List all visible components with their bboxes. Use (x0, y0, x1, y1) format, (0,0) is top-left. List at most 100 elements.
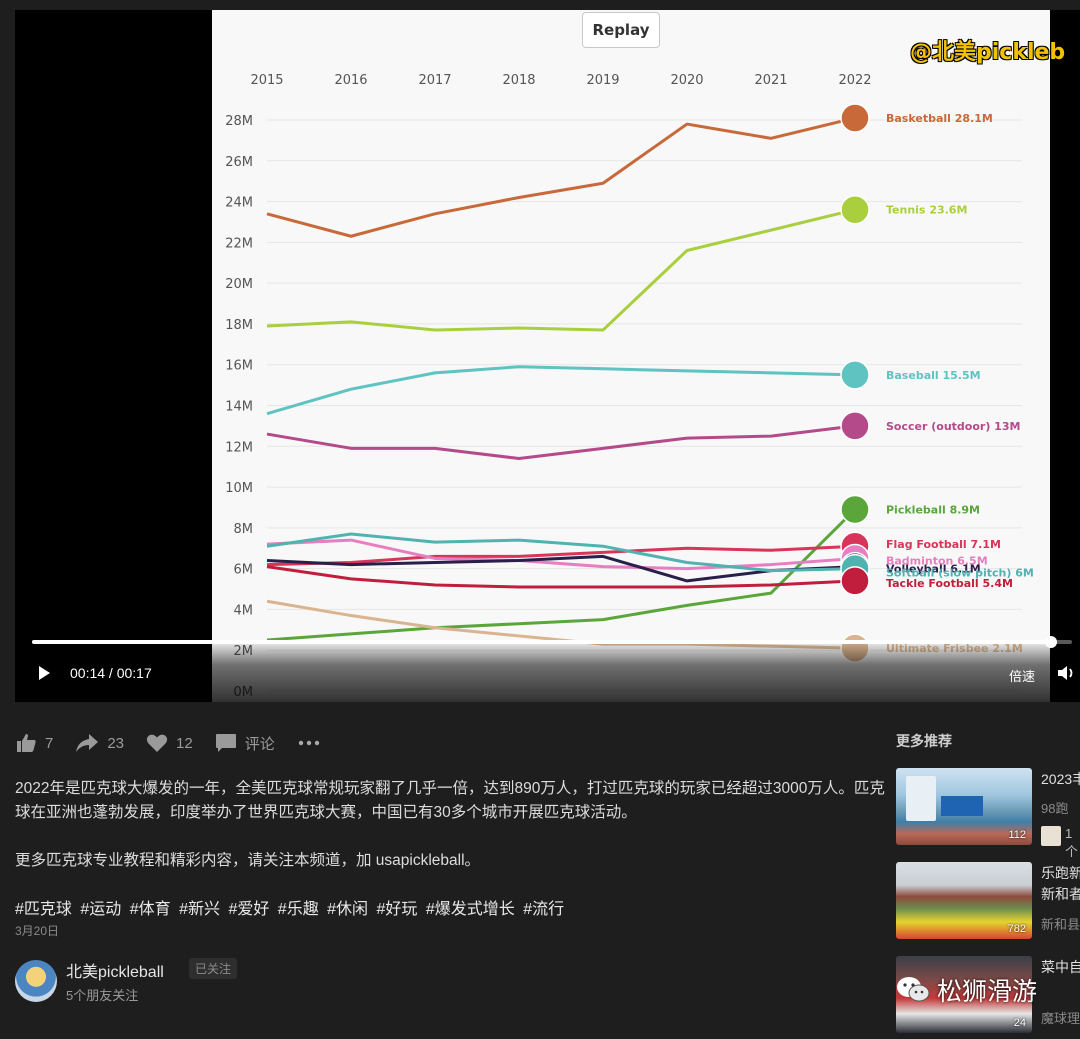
x-tick-label: 2019 (586, 73, 619, 88)
end-marker (840, 103, 870, 133)
recommendation-subtitle: 新和县 (1041, 917, 1080, 932)
recommendation-likes: 782 (1007, 923, 1026, 935)
replay-button[interactable]: Replay (582, 12, 660, 48)
hashtag[interactable]: #新兴 (179, 901, 220, 918)
post-description: 2022年是匹克球大爆发的一年，全美匹克球常规玩家翻了几乎一倍，达到890万人，… (15, 777, 885, 897)
series-end-label: Tennis 23.6M (886, 204, 967, 217)
recommendation-title: 菜中自 (1041, 959, 1080, 975)
x-tick-label: 2015 (250, 73, 283, 88)
series-end-label: Flag Football 7.1M (886, 538, 1001, 551)
more-icon (298, 740, 319, 746)
watermark-text: 松狮滑游 (937, 977, 1038, 1006)
watermark-handle: @北美pickleb (910, 40, 1066, 65)
like-button[interactable]: 7 (15, 733, 53, 753)
y-tick-label: 10M (225, 481, 253, 496)
time-display: 00:14 / 00:17 (70, 665, 152, 681)
video-player[interactable]: 0M2M4M6M8M10M12M14M16M18M20M22M24M26M28M… (15, 10, 1080, 702)
series-line (266, 554, 856, 583)
y-tick-label: 8M (234, 522, 254, 537)
series-line (266, 544, 856, 567)
description-paragraph: 更多匹克球专业教程和精彩内容，请关注本频道，加 usapickleball。 (15, 852, 481, 869)
author-name[interactable]: 北美pickleball (66, 964, 164, 981)
hashtag[interactable]: #运动 (80, 901, 122, 918)
series-end-label: Badminton 6.5M (886, 554, 988, 567)
author-avatar[interactable] (15, 960, 57, 1002)
x-tick-label: 2018 (502, 73, 535, 88)
series-line (266, 508, 857, 642)
recommendation-thumbnail[interactable]: 782 (896, 862, 1032, 939)
y-tick-label: 28M (225, 114, 253, 129)
speed-button[interactable]: 倍速 (1009, 670, 1036, 685)
hashtag[interactable]: #乐趣 (277, 901, 319, 918)
recommendations-heading: 更多推荐 (896, 733, 952, 749)
x-tick-label: 2022 (838, 73, 871, 88)
recommendation-subtitle: 魔球理 (1041, 1011, 1080, 1026)
y-tick-label: 22M (225, 236, 253, 251)
y-tick-label: 16M (225, 359, 253, 374)
y-tick-label: 24M (225, 196, 253, 211)
progress-bar[interactable] (32, 636, 1072, 648)
share-count: 23 (107, 734, 125, 752)
series-end-label: Softball (slow pitch) 6M (886, 567, 1034, 580)
heart-icon (146, 734, 168, 752)
recommendation-subtitle: 98跑 (1041, 801, 1069, 816)
hashtag[interactable]: #流行 (523, 901, 565, 918)
recommendation-avatar-count: 1个 (1065, 826, 1079, 859)
hashtag[interactable]: #爱好 (228, 901, 270, 918)
recommendation-likes: 112 (1008, 829, 1026, 841)
end-marker (840, 566, 870, 596)
line-chart: 0M2M4M6M8M10M12M14M16M18M20M22M24M26M28M… (225, 73, 1034, 700)
y-tick-label: 26M (225, 155, 253, 170)
y-tick-label: 18M (225, 318, 253, 333)
hashtag[interactable]: #体育 (129, 901, 171, 918)
recommendation-card[interactable]: 112 2023丰 98跑 1个 (896, 768, 1080, 859)
series-end-label: Pickleball 8.9M (886, 504, 980, 517)
series-end-label: Soccer (outdoor) 13M (886, 420, 1020, 433)
bottom-watermark: 松狮滑游 (895, 972, 1037, 1008)
hashtag[interactable]: #休闲 (327, 901, 369, 918)
series-line (266, 538, 856, 571)
play-icon[interactable] (35, 664, 53, 682)
x-tick-label: 2016 (334, 73, 367, 88)
series-line (266, 365, 856, 416)
share-icon (76, 734, 99, 752)
series-line (266, 532, 856, 573)
recommendation-title-line2: 新和者 (1041, 886, 1080, 902)
recommendation-card[interactable]: 24 菜中自 魔球理 (896, 956, 1080, 1034)
volume-icon[interactable] (1056, 664, 1076, 682)
share-button[interactable]: 23 (75, 733, 124, 753)
end-marker (840, 360, 870, 390)
progress-knob[interactable] (1045, 636, 1058, 648)
action-bar: 7 23 12 评论 (15, 728, 351, 758)
comment-icon (215, 734, 236, 752)
video-controls: 00:14 / 00:17 倍速 (15, 636, 1080, 702)
y-tick-label: 6M (234, 563, 254, 578)
hashtag[interactable]: #爆发式增长 (425, 901, 515, 918)
end-marker (840, 411, 870, 441)
recommendation-card[interactable]: 782 乐跑新 新和者 新和县 (896, 862, 1080, 940)
x-tick-label: 2020 (670, 73, 703, 88)
hashtag[interactable]: #好玩 (376, 901, 418, 918)
series-end-label: Basketball 28.1M (886, 112, 993, 125)
heart-button[interactable]: 12 (146, 733, 193, 753)
thumbs-up-icon (17, 734, 36, 752)
x-tick-label: 2021 (754, 73, 787, 88)
recommendation-likes: 24 (1013, 1017, 1026, 1029)
description-paragraph: 2022年是匹克球大爆发的一年，全美匹克球常规玩家翻了几乎一倍，达到890万人，… (15, 780, 885, 821)
end-marker (840, 194, 870, 225)
x-tick-label: 2017 (418, 73, 451, 88)
follow-status-badge[interactable]: 已关注 (189, 958, 238, 979)
more-button[interactable] (297, 733, 329, 753)
hashtag[interactable]: #匹克球 (15, 901, 72, 918)
recommendation-thumbnail[interactable]: 112 (896, 768, 1032, 845)
comment-button[interactable]: 评论 (215, 733, 275, 754)
progress-fill (32, 640, 1052, 644)
series-end-label: Volleyball 6.1M (886, 563, 981, 576)
wechat-icon (897, 977, 930, 1002)
recommendation-title: 2023丰 (1041, 771, 1080, 787)
series-line (266, 208, 856, 332)
y-tick-label: 12M (225, 440, 253, 455)
series-line (266, 116, 856, 238)
end-marker (840, 494, 870, 525)
post-date: 3月20日 (15, 924, 60, 938)
